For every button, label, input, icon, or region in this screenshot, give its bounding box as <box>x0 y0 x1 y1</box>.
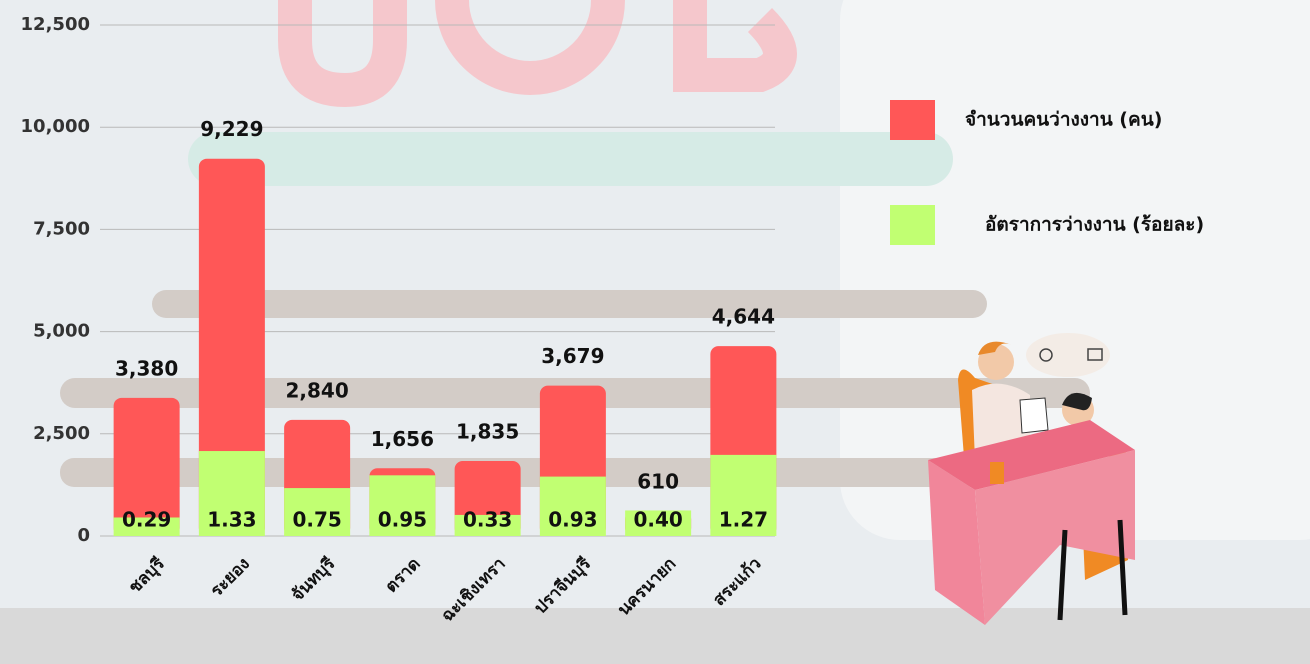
decor-pill <box>188 132 953 186</box>
data-label: 0.40 <box>633 508 682 532</box>
data-label: 4,644 <box>712 305 775 329</box>
data-label: 1,656 <box>371 427 434 451</box>
legend-swatch <box>890 100 935 140</box>
infographic: 02,5005,0007,50010,00012,5003,3800.29ชลบ… <box>0 0 1310 664</box>
y-tick-label: 5,000 <box>33 321 90 342</box>
data-label: 9,229 <box>200 117 263 141</box>
data-label: 0.29 <box>122 508 171 532</box>
data-label: 0.75 <box>292 508 341 532</box>
data-label: 3,380 <box>115 356 178 380</box>
y-tick-label: 7,500 <box>33 218 90 239</box>
data-label: 610 <box>637 470 679 494</box>
data-label: 0.33 <box>463 508 512 532</box>
y-tick-label: 0 <box>77 525 90 546</box>
footer-band <box>0 608 1310 664</box>
data-label: 2,840 <box>285 378 348 402</box>
legend-swatch <box>890 205 935 245</box>
y-tick-label: 12,500 <box>21 14 90 35</box>
data-label: 1,835 <box>456 419 519 443</box>
decor-pill <box>152 290 987 318</box>
data-label: 0.95 <box>378 508 427 532</box>
data-label: 1.33 <box>207 508 256 532</box>
data-label: 0.93 <box>548 508 597 532</box>
y-tick-label: 2,500 <box>33 423 90 444</box>
legend-label: จำนวนคนว่างงาน (คน) <box>965 109 1162 131</box>
data-label: 3,679 <box>541 344 604 368</box>
data-label: 1.27 <box>719 508 768 532</box>
y-tick-label: 10,000 <box>21 116 90 137</box>
legend-label: อัตราการว่างงาน (ร้อยละ) <box>985 214 1204 236</box>
